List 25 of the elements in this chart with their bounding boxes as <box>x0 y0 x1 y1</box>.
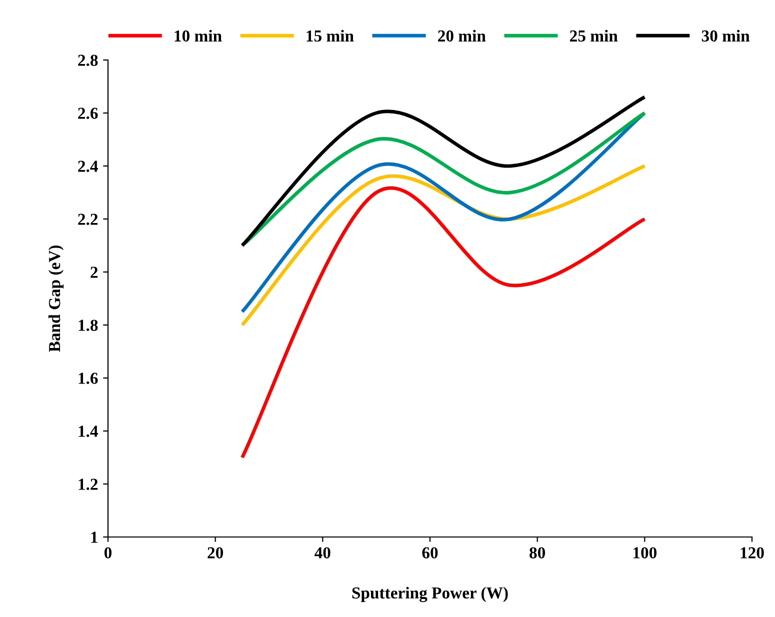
y-tick-label: 2 <box>90 266 98 278</box>
y-tick-label: 2.2 <box>78 214 98 226</box>
x-tick-label: 0 <box>104 547 112 558</box>
legend-label: 10 min <box>174 30 222 42</box>
y-tick-label: 2.4 <box>78 160 98 172</box>
legend-label: 25 min <box>570 30 618 42</box>
legend-label: 15 min <box>306 30 354 42</box>
y-tick-label: 2.8 <box>78 54 98 66</box>
y-tick-label: 1.2 <box>78 478 98 490</box>
y-tick-label: 2.6 <box>78 108 98 120</box>
y-tick-label: 1.6 <box>78 372 98 384</box>
x-tick-label: 80 <box>530 547 546 558</box>
x-axis-title: Sputtering Power (W) <box>352 586 508 602</box>
y-tick-label: 1.4 <box>78 426 98 438</box>
y-axis-title: Band Gap (eV) <box>48 246 64 352</box>
y-tick-label: 1 <box>91 532 98 543</box>
line-series <box>240 111 646 314</box>
x-tick-label: 20 <box>208 547 224 558</box>
y-tick-label: 1.8 <box>78 320 98 332</box>
legend-label: 30 min <box>702 30 750 42</box>
x-tick-label: 60 <box>422 547 438 558</box>
legend-label: 20 min <box>438 30 486 42</box>
x-tick-label: 120 <box>740 547 764 558</box>
x-tick-label: 40 <box>314 547 330 558</box>
x-tick-label: 100 <box>634 547 657 558</box>
